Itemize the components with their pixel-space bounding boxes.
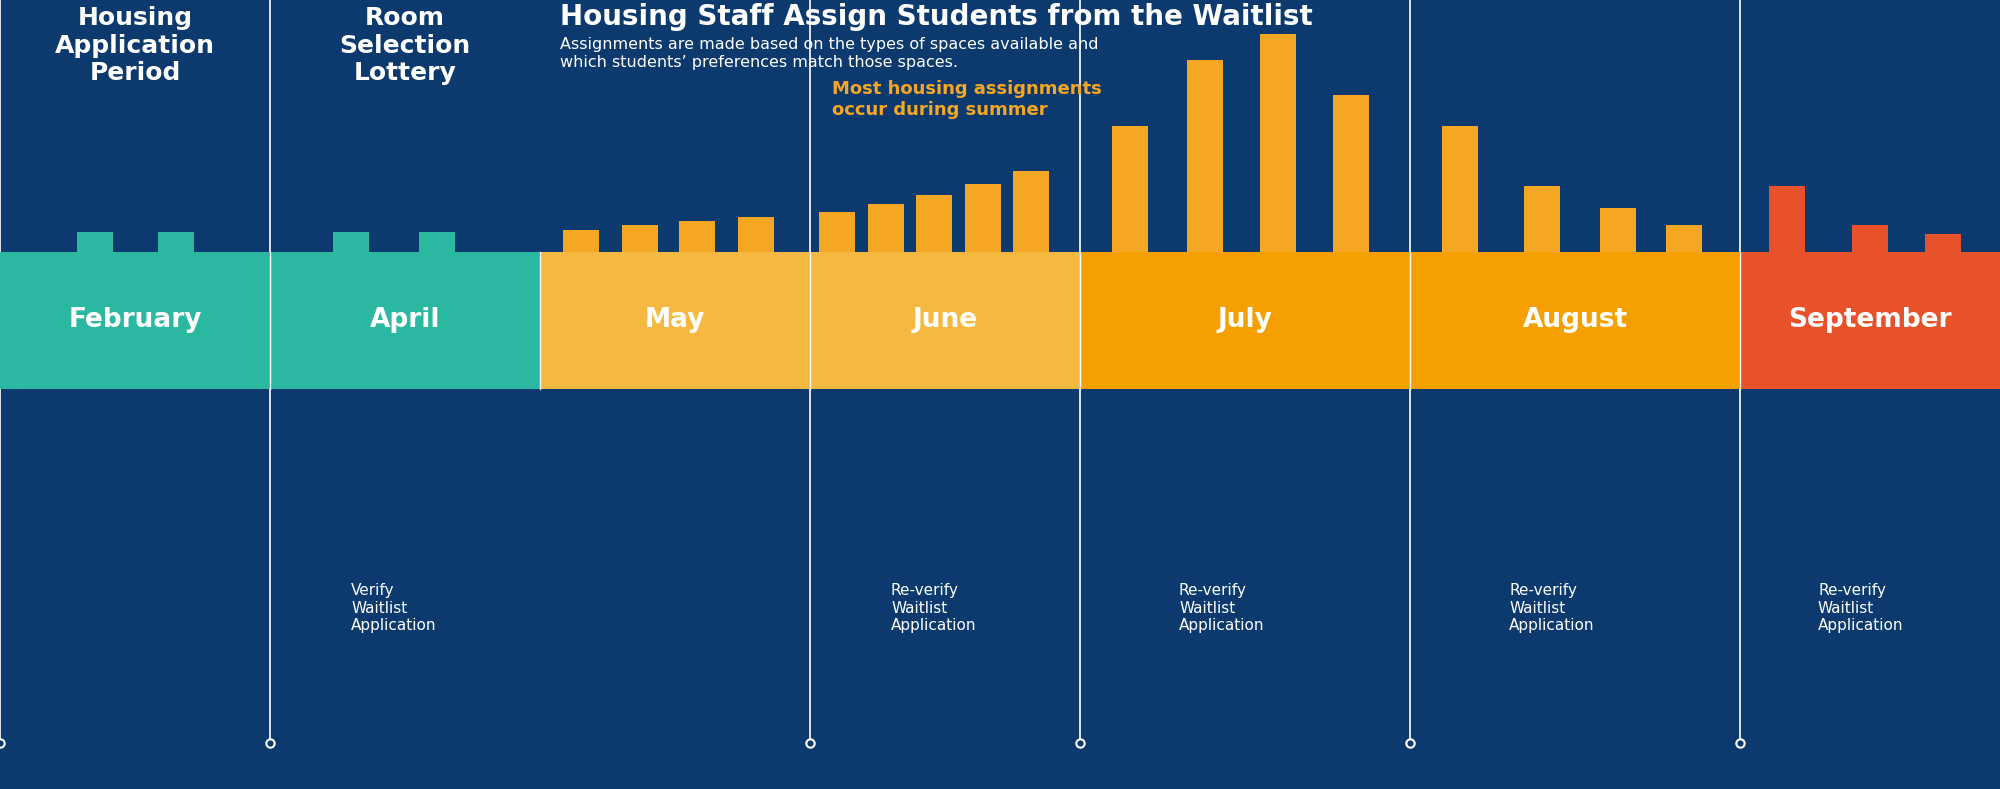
Text: July: July (1218, 307, 1272, 333)
Text: Re-verify
Waitlist
Application: Re-verify Waitlist Application (1818, 583, 1904, 633)
Bar (738, 217, 774, 252)
Bar (868, 204, 904, 252)
Bar (1080, 252, 1410, 389)
Bar (1014, 171, 1050, 252)
Text: February: February (68, 307, 202, 333)
Bar (678, 221, 714, 252)
Bar (1410, 252, 1740, 389)
Bar (1740, 252, 2000, 389)
Bar (540, 252, 810, 389)
Text: Assignments are made based on the types of spaces available and
which students’ : Assignments are made based on the types … (560, 37, 1098, 69)
Bar (916, 195, 952, 252)
Text: April: April (370, 307, 440, 333)
Text: Most housing assignments
occur during summer: Most housing assignments occur during su… (832, 80, 1102, 119)
Bar (1524, 186, 1560, 252)
Bar (1442, 125, 1478, 252)
Bar (1600, 208, 1636, 252)
Text: September: September (1788, 307, 1952, 333)
Bar (1924, 234, 1960, 252)
Bar (964, 184, 1000, 252)
Text: Verify
Waitlist
Application: Verify Waitlist Application (352, 583, 436, 633)
Text: Room
Selection
Lottery: Room Selection Lottery (340, 6, 470, 85)
Bar (1768, 186, 1804, 252)
Bar (1666, 226, 1702, 252)
Bar (158, 232, 194, 252)
Bar (562, 230, 598, 252)
Bar (1852, 226, 1888, 252)
Bar (1112, 125, 1148, 252)
Text: May: May (644, 307, 706, 333)
Bar (1332, 95, 1368, 252)
Text: Housing
Application
Period: Housing Application Period (56, 6, 216, 85)
Bar (270, 252, 540, 389)
Bar (332, 232, 368, 252)
Text: August: August (1522, 307, 1628, 333)
Bar (0, 252, 270, 389)
Text: Re-verify
Waitlist
Application: Re-verify Waitlist Application (1180, 583, 1264, 633)
Bar (820, 212, 856, 252)
Text: Re-verify
Waitlist
Application: Re-verify Waitlist Application (892, 583, 976, 633)
Text: Re-verify
Waitlist
Application: Re-verify Waitlist Application (1510, 583, 1594, 633)
Text: Housing Staff Assign Students from the Waitlist: Housing Staff Assign Students from the W… (560, 3, 1312, 31)
Bar (1260, 34, 1296, 252)
Bar (420, 232, 456, 252)
Bar (76, 232, 112, 252)
Text: June: June (912, 307, 978, 333)
Bar (622, 226, 658, 252)
Bar (1188, 61, 1224, 252)
Bar (810, 252, 1080, 389)
